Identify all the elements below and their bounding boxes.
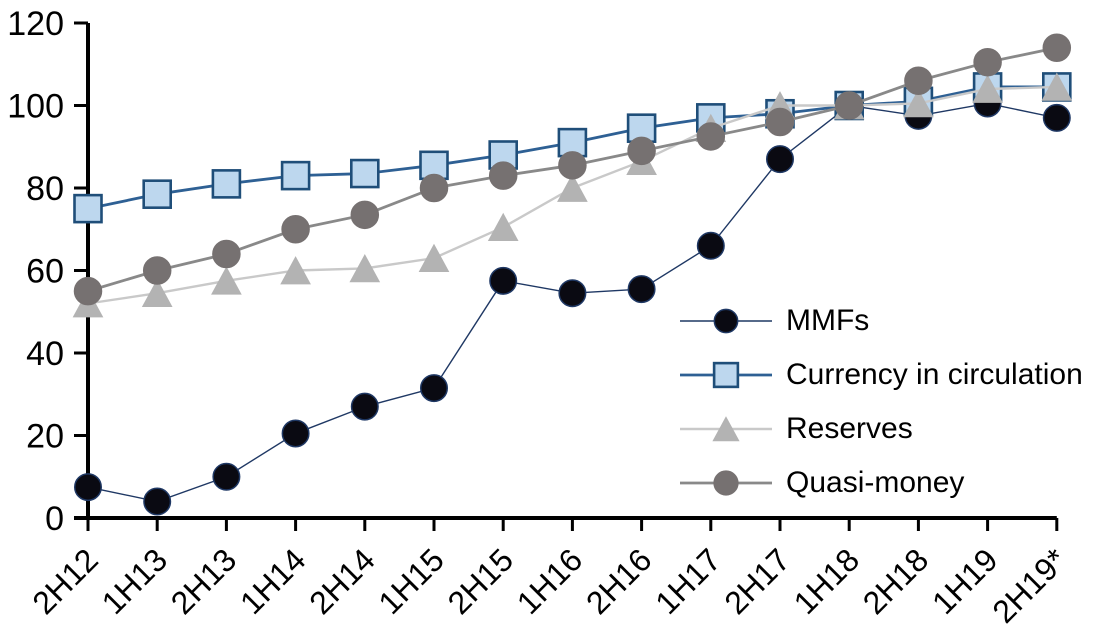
legend-marker [712, 416, 740, 442]
data-point-marker-quasi-money [1042, 33, 1072, 62]
data-point-marker-currency-in-circulation [349, 158, 380, 189]
data-point-marker-mmfs [143, 487, 172, 516]
data-point-marker-mmfs [212, 462, 241, 491]
data-point-marker-mmfs [696, 231, 725, 260]
data-point-marker-reserves [1041, 72, 1073, 101]
data-point-marker-quasi-money [212, 239, 241, 269]
data-point-marker-currency-in-circulation [488, 140, 519, 170]
x-tick-label: 2H14 [302, 541, 382, 621]
legend-label-currency-in-circulation: Currency in circulation [786, 358, 1083, 391]
data-point-marker-quasi-money [350, 200, 380, 230]
data-point-marker-quasi-money [488, 161, 518, 190]
chart-legend: MMFs Currency in circulation Reserves Qu… [678, 303, 1083, 519]
data-point-marker-quasi-money [558, 151, 587, 180]
x-tick-label: 2H19* [985, 541, 1073, 629]
data-point-marker-mmfs [74, 473, 102, 502]
data-point-marker-quasi-money [627, 136, 656, 166]
data-point-marker-quasi-money [904, 66, 933, 95]
data-point-marker-reserves [487, 212, 519, 242]
x-tick-label: 1H14 [233, 541, 313, 621]
x-tick-label: 2H12 [25, 541, 105, 621]
data-point-marker-reserves [280, 256, 311, 285]
reserves-legend-marker-icon [680, 416, 772, 442]
y-tick-label: 20 [26, 418, 64, 456]
data-point-marker-reserves [349, 254, 381, 283]
legend-marker [713, 470, 739, 496]
quasi-money-legend-marker-icon [680, 470, 772, 496]
data-point-marker-quasi-money [696, 122, 726, 151]
data-point-marker-currency-in-circulation [211, 169, 242, 199]
x-tick-label: 1H15 [371, 541, 451, 621]
data-point-marker-quasi-money [281, 215, 310, 244]
legend-label-quasi-money: Quasi-money [786, 466, 965, 499]
data-point-marker-mmfs [766, 145, 794, 174]
data-point-marker-currency-in-circulation [142, 179, 172, 209]
legend-label-reserves: Reserves [786, 412, 913, 445]
data-point-marker-quasi-money [73, 276, 103, 306]
legend-item-currency-in-circulation: Currency in circulation [678, 357, 1083, 393]
x-tick-label: 2H13 [164, 541, 244, 621]
legend-item-reserves: Reserves [678, 411, 1083, 447]
data-point-marker-reserves [418, 243, 450, 272]
data-point-marker-quasi-money [142, 256, 172, 285]
x-tick-label: 1H13 [95, 541, 175, 621]
data-point-marker-reserves [972, 74, 1003, 103]
y-tick-label: 0 [45, 500, 64, 538]
mmfs-legend-marker-icon [680, 308, 772, 334]
data-point-marker-currency-in-circulation [73, 193, 103, 224]
data-point-marker-mmfs [558, 279, 587, 308]
y-tick-label: 100 [7, 88, 64, 126]
data-point-marker-reserves [903, 89, 934, 118]
data-point-marker-mmfs [489, 266, 518, 295]
x-tick-label: 2H15 [441, 541, 521, 621]
data-point-marker-mmfs [350, 392, 379, 421]
data-point-marker-reserves [141, 278, 173, 308]
legend-marker [712, 361, 740, 389]
y-tick-label: 40 [26, 335, 64, 373]
data-point-marker-mmfs [1042, 103, 1071, 132]
x-tick-label: 1H16 [510, 541, 590, 621]
data-point-marker-mmfs [281, 419, 310, 448]
legend-item-quasi-money: Quasi-money [678, 465, 1083, 501]
currency-legend-marker-icon [680, 361, 772, 389]
x-tick-label: 2H18 [856, 541, 936, 621]
data-point-marker-currency-in-circulation [280, 160, 311, 191]
data-point-marker-quasi-money [419, 173, 449, 203]
data-point-marker-mmfs [420, 374, 448, 403]
x-tick-label: 2H17 [717, 541, 797, 621]
data-point-marker-quasi-money [973, 47, 1002, 77]
data-point-marker-mmfs [627, 275, 656, 304]
legend-label-mmfs: MMFs [786, 304, 870, 337]
series-quasi-money [73, 33, 1072, 306]
data-point-marker-reserves [211, 266, 242, 295]
y-tick-label: 60 [26, 253, 64, 291]
x-tick-label: 1H18 [787, 541, 867, 621]
x-tick-label: 2H16 [579, 541, 659, 621]
data-point-marker-reserves [557, 173, 588, 202]
legend-item-mmfs: MMFs [678, 303, 1083, 339]
legend-marker [713, 308, 739, 334]
y-tick-label: 120 [7, 5, 64, 43]
y-tick-label: 80 [26, 170, 64, 208]
x-tick-label: 1H17 [648, 541, 728, 621]
data-point-marker-quasi-money [834, 91, 864, 120]
data-point-marker-quasi-money [765, 107, 795, 137]
